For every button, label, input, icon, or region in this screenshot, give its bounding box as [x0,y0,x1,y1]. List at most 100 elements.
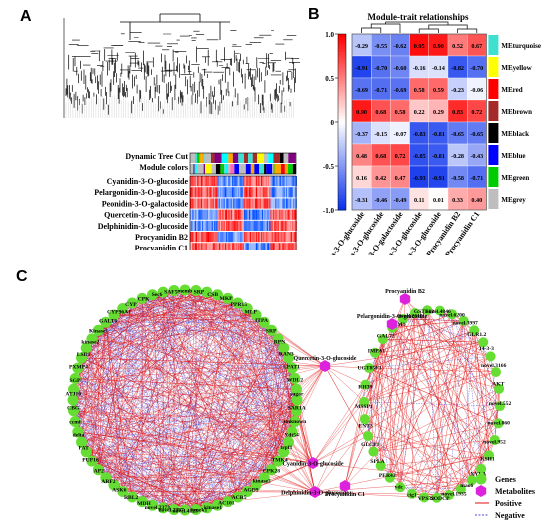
trait-heat-cell [230,198,233,209]
trait-heat-cell [198,198,200,209]
gene-node [289,373,301,385]
trait-heat-cell [194,187,197,198]
trait-heat-cell [265,198,267,209]
heatmap-value: -0.91 [355,65,368,72]
legend-label: Genes [495,475,516,484]
gene-node [126,491,138,503]
trait-heat-cell [200,176,203,187]
trait-heat-cell [192,176,194,187]
trait-heat-cell [277,187,279,198]
trait-heat-cell [260,220,263,231]
trait-heat-cell [238,220,240,231]
heatmap-value: -0.23 [451,87,464,94]
trait-heat-cell [241,232,243,243]
gene-label: FAT [79,445,90,451]
trait-heat-cell [258,187,260,198]
gene-node [360,379,371,390]
trait-heat-cell [251,187,253,198]
color-scale-step [338,92,346,97]
trait-heat-cell [203,220,205,231]
gene-label: AGD9 [243,487,258,493]
trait-heat-cell [232,198,234,209]
trait-heat-cell [199,220,201,231]
heatmap-value: 0.40 [471,197,482,204]
trait-heat-cell [227,243,229,250]
heatmap-value: 0.22 [414,109,425,116]
trait-heat-cell [232,220,234,231]
trait-heat-cell [248,187,251,198]
gene-node [409,308,420,319]
gene-node [485,351,496,362]
trait-heat-cell [250,198,252,209]
trait-heat-cell [203,209,205,220]
color-scale-tick-label: -1.0 [323,207,335,215]
trait-heat-cell [212,243,215,250]
trait-heat-cell [224,198,227,209]
trait-heat-cell [192,220,194,231]
trait-heat-cell [193,176,195,187]
trait-heat-cell [198,187,200,198]
gene-label: 14-3-3 [479,346,494,352]
metabolite-label: Quercetin-3-O-glucoside [294,356,357,362]
heatmap-value: -0.91 [432,175,445,182]
trait-heat-cell [293,220,295,231]
trait-heat-cell [292,243,294,250]
trait-heat-cell [251,176,253,187]
heatmap-title: Module-trait relationships [367,12,469,22]
color-scale-step [338,80,346,85]
trait-heat-cell [290,209,293,220]
trait-heat-cell [240,220,242,231]
gene-node [80,446,92,458]
gene-node [136,496,148,508]
gene-label: WDL2 [287,378,303,384]
trait-heat-cell [202,176,204,187]
trait-heat-cell [256,198,258,209]
gene-label: GLCP1 [361,442,380,448]
trait-heat-cell [220,176,222,187]
trait-heat-cell [211,209,213,220]
trait-heat-cell [232,209,234,220]
trait-heat-cell [248,209,251,220]
heatmap-value: -0.16 [413,65,426,72]
trait-heat-cell [263,187,265,198]
gene-label: ATJ10 [65,392,81,398]
gene-node [278,446,290,458]
trait-heat-cell [254,209,257,220]
heatmap-value: -0.85 [413,153,426,160]
trait-heat-cell [257,220,259,231]
trait-heat-cell [270,176,272,187]
gene-label: novel.2373 [145,505,171,511]
tree-cut-segment [283,153,289,163]
trait-heat-cell [257,232,259,243]
gene-label: Ydt54 [284,432,299,438]
metabolite-node [309,486,321,498]
trait-heat-cell [281,220,283,231]
heatmap-frame [351,33,487,211]
trait-heat-cell [252,232,254,243]
trait-heat-cell [235,220,237,231]
trait-heat-cell [259,220,261,231]
trait-heat-cell [239,176,241,187]
trait-heat-cell [282,187,284,198]
module-color-segment [225,164,229,174]
gene-label: novel.552 [489,401,512,407]
trait-heat-cell [223,243,225,250]
trait-heat-cell [211,198,213,209]
gene-node [69,415,81,427]
trait-heat-cell [254,176,257,187]
trait-heat-cell [290,243,293,250]
trait-heat-cell [206,187,209,198]
trait-heat-cell [239,232,241,243]
module-color-segment [254,164,260,174]
module-color-segment [292,164,296,174]
color-scale-step [338,78,346,82]
trait-heat-cell [197,209,199,220]
trait-heat-cell [192,187,194,198]
trait-heat-cell [203,243,205,250]
trait-heat-cell [246,232,248,243]
gene-node [136,292,148,304]
trait-heat-cell [266,176,269,187]
gene-label: kinase2 [81,340,99,346]
trait-heat-cell [216,209,218,220]
trait-heat-cell [271,232,273,243]
